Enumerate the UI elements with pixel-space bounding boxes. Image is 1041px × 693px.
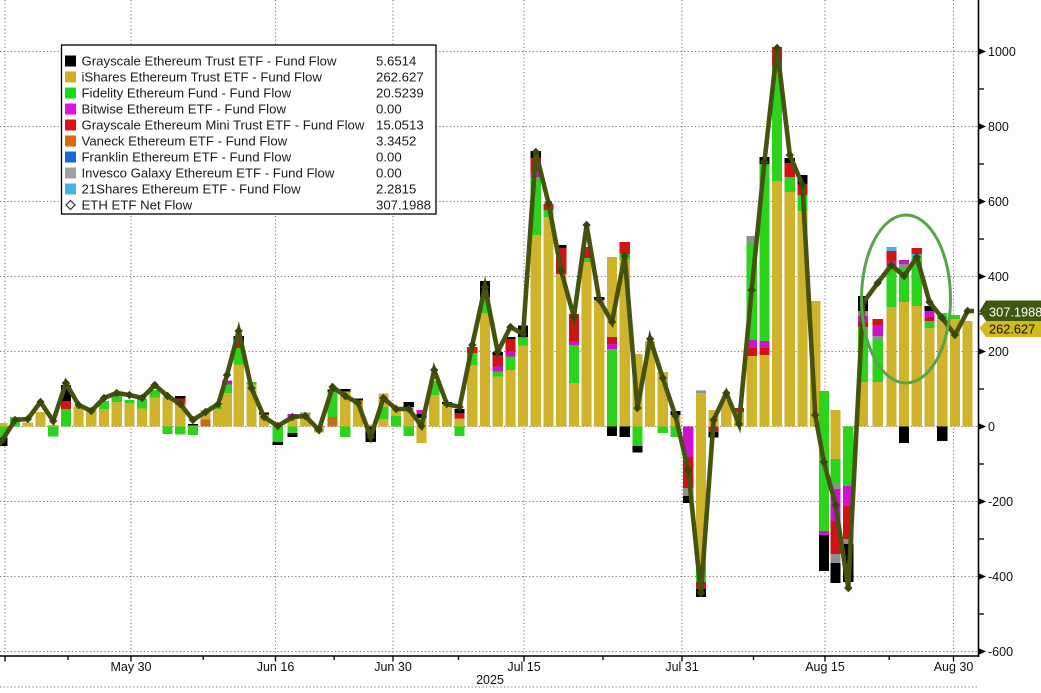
svg-text:Aug 30: Aug 30 <box>934 660 974 674</box>
svg-text:262.627: 262.627 <box>989 322 1035 337</box>
svg-text:-200: -200 <box>988 495 1013 509</box>
svg-text:Grayscale Ethereum Mini Trust: Grayscale Ethereum Mini Trust ETF - Fund… <box>82 118 365 133</box>
svg-text:0: 0 <box>988 420 995 434</box>
svg-text:307.1988: 307.1988 <box>376 198 431 213</box>
svg-text:20.5239: 20.5239 <box>376 86 424 101</box>
svg-text:Jun 30: Jun 30 <box>374 660 412 674</box>
svg-text:Invesco Galaxy Ethereum ETF -: Invesco Galaxy Ethereum ETF - Fund Flow <box>82 166 335 181</box>
svg-text:Jul 31: Jul 31 <box>665 660 698 674</box>
svg-text:2.2815: 2.2815 <box>376 182 416 197</box>
svg-text:Franklin Ethereum ETF - Fund F: Franklin Ethereum ETF - Fund Flow <box>82 150 292 165</box>
svg-text:Grayscale Ethereum Trust ETF -: Grayscale Ethereum Trust ETF - Fund Flow <box>82 54 338 69</box>
svg-text:800: 800 <box>988 120 1009 134</box>
svg-text:21Shares Ethereum ETF - Fund F: 21Shares Ethereum ETF - Fund Flow <box>82 182 302 197</box>
svg-text:May 30: May 30 <box>111 660 152 674</box>
svg-text:ETH ETF Net Flow: ETH ETF Net Flow <box>82 198 193 213</box>
svg-text:Jun 16: Jun 16 <box>257 660 295 674</box>
svg-text:400: 400 <box>988 270 1009 284</box>
svg-text:0.00: 0.00 <box>376 166 402 181</box>
svg-text:2025: 2025 <box>476 673 504 687</box>
svg-text:0.00: 0.00 <box>376 150 402 165</box>
svg-text:Bitwise Ethereum ETF - Fund Fl: Bitwise Ethereum ETF - Fund Flow <box>82 102 287 117</box>
svg-text:307.1988: 307.1988 <box>989 305 1041 320</box>
svg-text:200: 200 <box>988 345 1009 359</box>
svg-text:5.6514: 5.6514 <box>376 54 416 69</box>
svg-text:Vaneck Ethereum ETF - Fund Flo: Vaneck Ethereum ETF - Fund Flow <box>82 134 288 149</box>
svg-text:Fidelity Ethereum Fund - Fund: Fidelity Ethereum Fund - Fund Flow <box>82 86 292 101</box>
svg-text:600: 600 <box>988 195 1009 209</box>
svg-text:-600: -600 <box>988 645 1013 659</box>
svg-text:Jul 15: Jul 15 <box>507 660 540 674</box>
svg-text:15.0513: 15.0513 <box>376 118 424 133</box>
svg-text:3.3452: 3.3452 <box>376 134 416 149</box>
svg-text:iShares Ethereum Trust ETF - F: iShares Ethereum Trust ETF - Fund Flow <box>82 70 323 85</box>
svg-text:1000: 1000 <box>988 45 1016 59</box>
svg-text:Aug 15: Aug 15 <box>805 660 845 674</box>
svg-text:262.627: 262.627 <box>376 70 424 85</box>
svg-text:-400: -400 <box>988 570 1013 584</box>
svg-text:0.00: 0.00 <box>376 102 402 117</box>
